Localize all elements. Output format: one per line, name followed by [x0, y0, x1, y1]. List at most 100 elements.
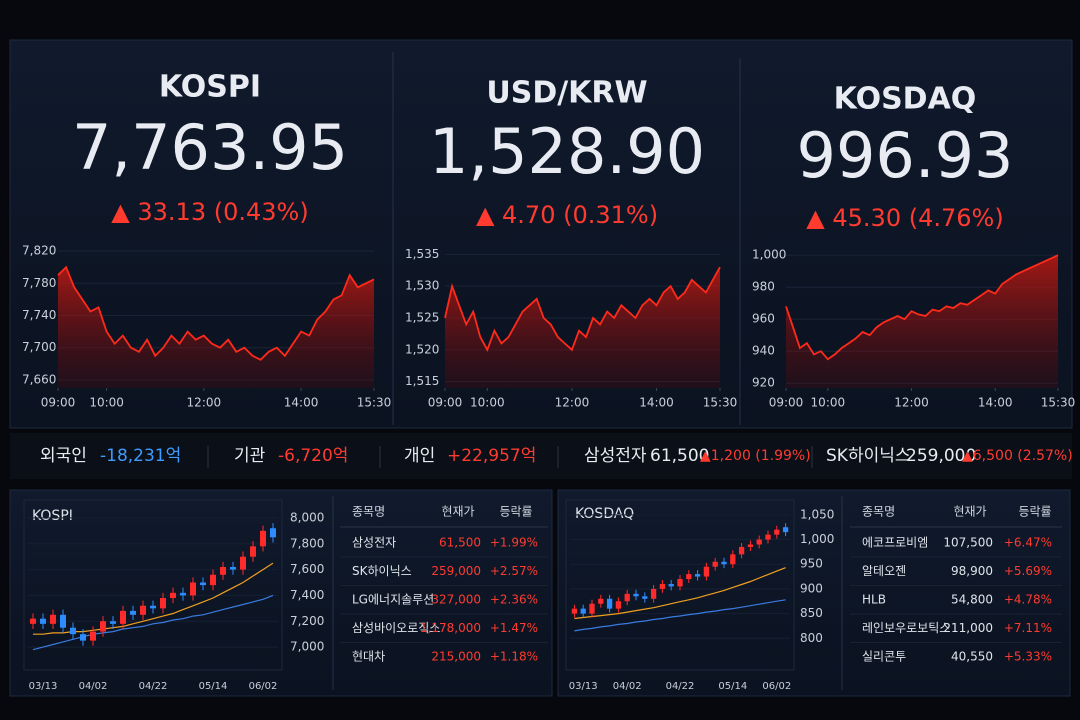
x-tick-label: 15:30 — [357, 396, 392, 410]
quote-value: 1,528.90 — [429, 115, 705, 188]
y-tick-label: 920 — [752, 376, 775, 390]
stock-change: +5.33% — [1004, 650, 1052, 664]
chart-title: KOSDAQ — [575, 506, 634, 522]
line — [444, 266, 721, 352]
stock-price: 327,000 — [431, 593, 481, 607]
candle-body — [50, 614, 56, 624]
candle-body — [180, 592, 186, 596]
x-tick-label: 10:00 — [811, 396, 846, 410]
stock-name: 레인보우로보틱스 — [862, 621, 950, 635]
candle-body — [190, 582, 196, 596]
stock-change: +5.69% — [1004, 564, 1052, 578]
x-tick-label: 12:00 — [555, 396, 590, 410]
candle-body — [230, 567, 236, 570]
table-header: 종목명 — [862, 505, 895, 519]
ticker-change: ▲1,200 (1.99%) — [700, 448, 811, 464]
y-tick-label: 960 — [752, 312, 775, 326]
candle-body — [703, 566, 710, 577]
stock-change: +2.36% — [490, 593, 538, 607]
stock-name: 에코프로비엠 — [862, 536, 928, 550]
table-header: 등락률 — [499, 505, 532, 519]
x-tick-label: 09:00 — [428, 396, 463, 410]
stock-price: 211,000 — [943, 621, 993, 635]
candle-body — [100, 621, 106, 632]
y-tick-label: 980 — [752, 280, 775, 294]
x-tick-label: 10:00 — [89, 396, 124, 410]
quote-name: KOSPI — [159, 70, 261, 105]
candle-body — [782, 527, 789, 533]
candle-body — [738, 546, 745, 555]
candle-body — [756, 539, 762, 545]
stock-change: +1.18% — [490, 650, 538, 664]
candle-body — [686, 574, 692, 580]
candle-body — [615, 601, 622, 609]
y-tick-label: 1,525 — [405, 311, 439, 325]
candle-body — [130, 610, 136, 615]
x-tick-label: 12:00 — [187, 396, 222, 410]
x-tick-label: 14:00 — [639, 396, 674, 410]
x-tick-label: 15:30 — [1041, 396, 1076, 410]
candle-body — [240, 556, 246, 570]
stock-name: 삼성바이오로직스 — [352, 621, 440, 635]
x-tick-label: 05/14 — [718, 681, 747, 692]
stock-price: 215,000 — [431, 650, 481, 664]
candle-body — [90, 631, 96, 641]
ticker-label: 기관 — [234, 446, 265, 466]
y-tick-label: 7,800 — [290, 536, 324, 550]
stock-change: +6.47% — [1004, 536, 1052, 550]
stock-price: 98,900 — [951, 564, 993, 578]
candle-body — [624, 593, 630, 602]
y-tick-label: 1,000 — [752, 248, 786, 262]
candle-body — [677, 579, 683, 587]
stock-change: +4.78% — [1004, 593, 1052, 607]
y-tick-label: 7,200 — [290, 614, 324, 628]
area — [786, 255, 1058, 388]
quote-value: 7,763.95 — [72, 111, 348, 184]
candle-body — [80, 634, 86, 641]
y-tick-label: 7,400 — [290, 588, 324, 602]
y-tick-label: 7,660 — [22, 372, 56, 386]
ticker-value: -6,720억 — [278, 446, 348, 466]
chart-title: KOSPI — [32, 508, 73, 524]
candle-body — [220, 567, 226, 575]
ticker-value: +22,957억 — [447, 446, 536, 466]
stock-price: 107,500 — [943, 536, 993, 550]
ticker-value: 259,000 — [906, 446, 976, 466]
x-tick-label: 03/13 — [29, 681, 58, 692]
stock-change: +7.11% — [1004, 621, 1052, 635]
x-tick-label: 14:00 — [284, 396, 319, 410]
ticker-value: -18,231억 — [100, 446, 181, 466]
ticker-label: SK하이닉스 — [826, 446, 911, 466]
y-tick-label: 7,780 — [22, 276, 56, 290]
candle-body — [200, 582, 206, 586]
table-header: 등락률 — [1018, 505, 1051, 519]
candle-body — [712, 561, 718, 567]
stock-change: +1.99% — [490, 536, 538, 550]
stock-change: +2.57% — [490, 564, 538, 578]
x-tick-label: 15:30 — [703, 396, 738, 410]
y-tick-label: 1,515 — [405, 374, 439, 388]
y-tick-label: 800 — [800, 631, 823, 645]
y-tick-label: 8,000 — [290, 510, 324, 524]
stock-name: 삼성전자 — [352, 536, 396, 550]
x-tick-label: 04/22 — [666, 681, 695, 692]
stock-name: 현대차 — [352, 650, 385, 664]
x-tick-label: 06/02 — [249, 681, 278, 692]
candle-body — [270, 528, 276, 538]
candle-body — [110, 621, 116, 624]
moving-average — [574, 567, 786, 620]
candle-body — [668, 583, 674, 587]
ticker-value: 61,500 — [650, 446, 709, 466]
y-tick-label: 1,530 — [405, 279, 439, 293]
candle-body — [40, 618, 46, 624]
plot-frame — [23, 499, 283, 671]
y-tick-label: 1,535 — [405, 247, 439, 261]
candle-body — [598, 598, 604, 604]
y-tick-label: 940 — [752, 344, 775, 358]
candle-body — [747, 544, 754, 547]
ticker-label: 삼성전자 — [584, 446, 647, 466]
stock-name: HLB — [862, 593, 886, 607]
ticker-label: 개인 — [404, 446, 435, 466]
